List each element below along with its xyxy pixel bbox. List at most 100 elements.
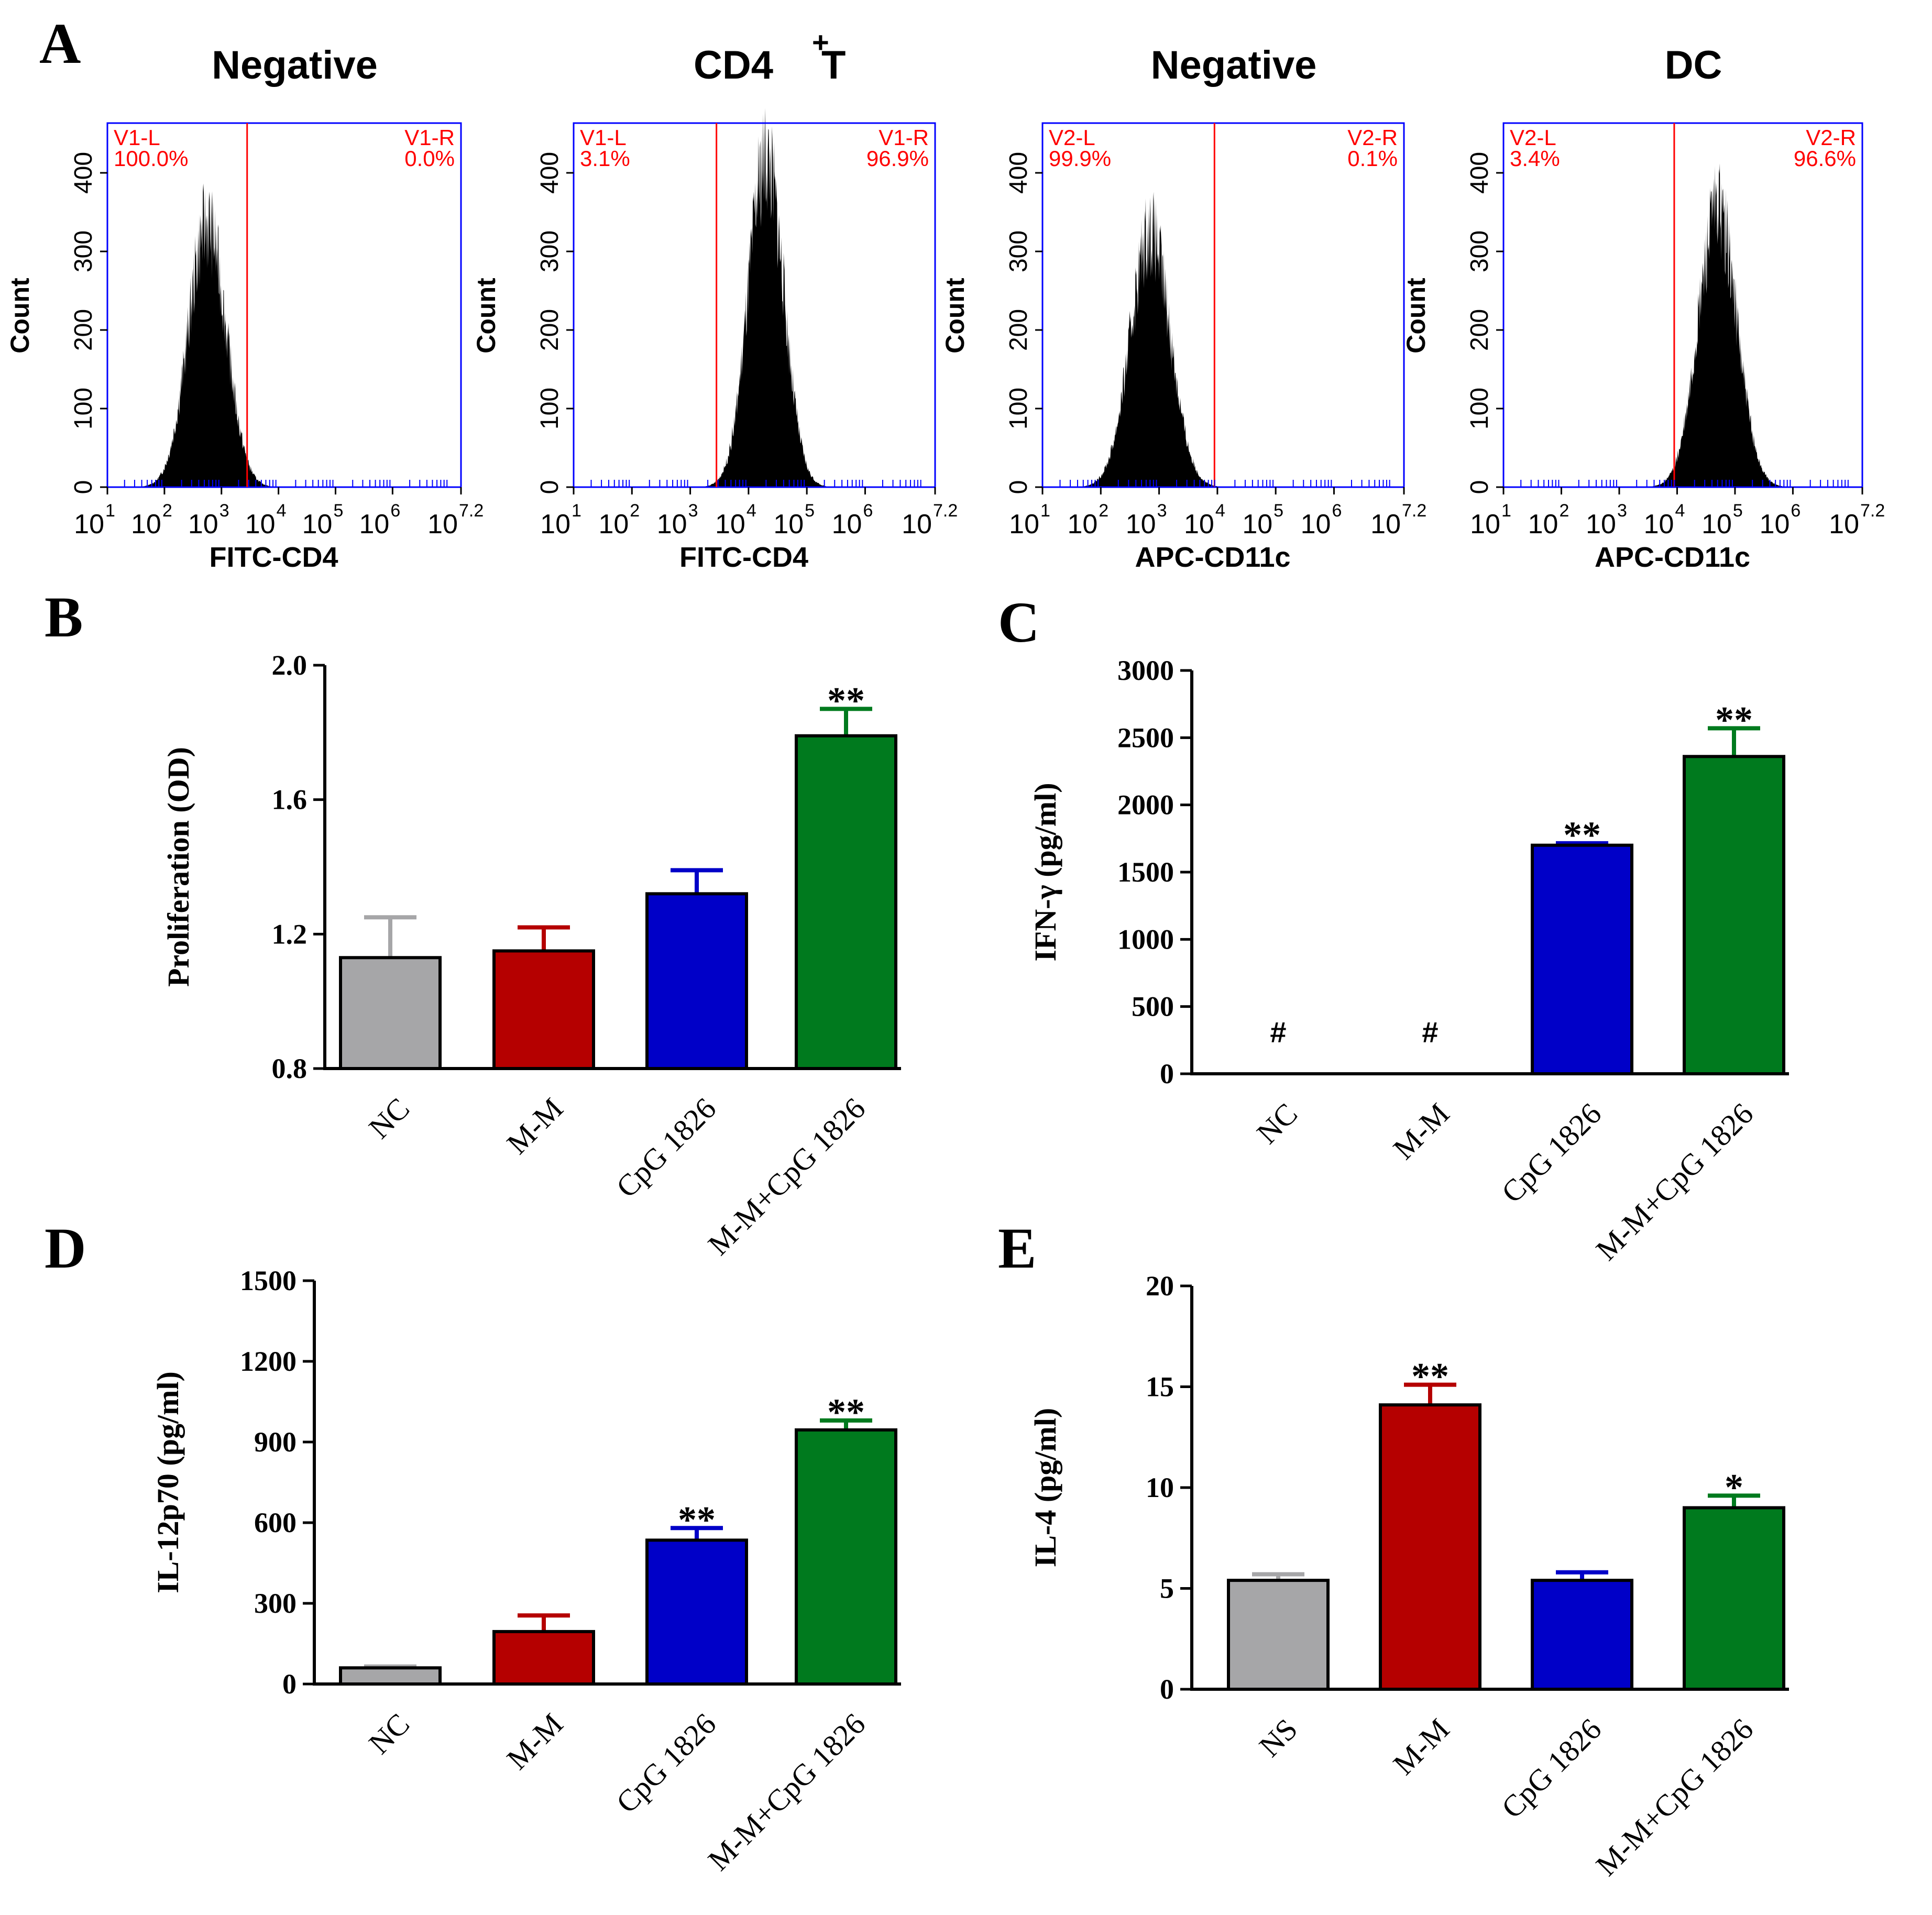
- x-tick-base: 10: [1184, 509, 1214, 540]
- plot-frame: [1041, 122, 1405, 488]
- x-tick-base: 10: [1760, 509, 1790, 540]
- x-tick-exponent: 3: [688, 501, 698, 521]
- bar-m-m: [492, 1630, 595, 1686]
- x-axis-label: APC-CD11c: [1135, 542, 1290, 573]
- histogram-distribution: [110, 183, 460, 487]
- y-axis-label: IL-4 (pg/ml): [1028, 1408, 1062, 1568]
- significance-marker-m-m-cpg-1826: **: [827, 1391, 865, 1433]
- significance-marker-m-m-cpg-1826: **: [827, 679, 865, 721]
- y-tick-label: 600: [254, 1507, 297, 1538]
- significance-marker-m-m: #: [1422, 1016, 1438, 1049]
- bar-m-m-cpg-1826: [795, 1428, 897, 1686]
- x-tick-exponent: 4: [1675, 501, 1685, 521]
- chart-title: DC: [1665, 43, 1722, 87]
- x-tick-base: 10: [131, 509, 161, 540]
- gate-left-name: V1-L: [580, 125, 627, 150]
- chart-title-suffix: T: [821, 43, 846, 87]
- gate-left-percent: 100.0%: [114, 146, 188, 171]
- gate-right-percent: 96.9%: [866, 146, 929, 171]
- chart-title: Negative: [1151, 43, 1317, 87]
- x-tick-exponent: 1: [1501, 501, 1511, 521]
- x-axis-label: APC-CD11c: [1595, 542, 1750, 573]
- y-tick-label: 0: [282, 1668, 297, 1700]
- y-tick-label: 300: [536, 230, 564, 272]
- x-tick-base: 10: [1702, 509, 1732, 540]
- significance-marker-m-m: **: [1411, 1356, 1449, 1397]
- x-tick-base: 10: [1586, 509, 1616, 540]
- gate-right-percent: 0.0%: [404, 146, 455, 171]
- x-tick-exponent: 7.2: [459, 501, 484, 521]
- gate-right-percent: 0.1%: [1347, 146, 1398, 171]
- chart-title: Negative: [212, 43, 378, 87]
- x-tick-exponent: 5: [1274, 501, 1283, 521]
- y-axis-label: IL-12p70 (pg/ml): [151, 1371, 185, 1593]
- y-tick-label: 900: [254, 1426, 297, 1458]
- y-axis-label: Proliferation (OD): [161, 747, 195, 987]
- plot-frame: [106, 122, 462, 488]
- x-tick-base: 10: [359, 509, 390, 540]
- y-tick-label: 100: [1466, 388, 1494, 430]
- gate-left-percent: 3.1%: [580, 146, 630, 171]
- x-tick-exponent: 5: [333, 501, 343, 521]
- gate-left-name: V1-L: [114, 125, 160, 150]
- x-tick-base: 10: [74, 509, 104, 540]
- bar-cpg-1826: [1531, 843, 1633, 1075]
- y-tick-label: 0: [1005, 480, 1033, 494]
- x-tick-exponent: 4: [747, 501, 756, 521]
- bar-m-m-cpg-1826: [1683, 1506, 1785, 1691]
- bar-nc: [339, 1666, 442, 1686]
- panel-label-e: E: [998, 1216, 1036, 1280]
- x-tick-base: 10: [715, 509, 745, 540]
- x-tick-base: 10: [540, 509, 570, 540]
- y-tick-label: 0: [70, 480, 97, 494]
- chart-title-superscript: +: [812, 26, 829, 59]
- x-tick-base: 10: [832, 509, 862, 540]
- y-tick-label: 300: [1466, 230, 1494, 272]
- y-tick-label: 200: [1466, 309, 1494, 351]
- y-tick-label: 100: [1005, 388, 1033, 430]
- panel-label-d: D: [45, 1216, 86, 1280]
- x-tick-exponent: 6: [1791, 501, 1801, 521]
- plot-frame: [573, 122, 936, 488]
- y-tick-label: 1200: [240, 1346, 297, 1377]
- plot-frame: [1502, 122, 1863, 488]
- panel-label-c: C: [998, 590, 1039, 654]
- x-tick-base: 10: [1528, 509, 1558, 540]
- x-tick-base: 10: [427, 509, 458, 540]
- y-tick-label: 200: [70, 309, 97, 351]
- bar-m-m: [1379, 1403, 1481, 1691]
- y-tick-label: 0.8: [272, 1053, 308, 1084]
- x-axis-label: FITC-CD4: [210, 542, 338, 573]
- x-tick-exponent: 5: [805, 501, 815, 521]
- y-axis-label: Count: [940, 278, 970, 354]
- y-axis-label: Count: [471, 278, 501, 354]
- y-tick-label: 100: [536, 388, 564, 430]
- histogram-distribution: [1045, 192, 1403, 487]
- x-tick-base: 10: [1370, 509, 1401, 540]
- bar-nc: [339, 956, 442, 1070]
- x-tick-exponent: 6: [390, 501, 400, 521]
- y-axis-label: Count: [5, 278, 35, 354]
- x-tick-base: 10: [657, 509, 687, 540]
- x-tick-base: 10: [188, 509, 218, 540]
- x-axis-label: FITC-CD4: [679, 542, 808, 573]
- y-tick-label: 1500: [1117, 856, 1174, 888]
- x-tick-exponent: 4: [277, 501, 287, 521]
- y-tick-label: 2.0: [272, 650, 308, 681]
- y-tick-label: 300: [1005, 230, 1033, 272]
- significance-marker-m-m-cpg-1826: *: [1725, 1466, 1743, 1508]
- y-tick-label: 1.2: [272, 918, 308, 950]
- y-tick-label: 15: [1146, 1371, 1174, 1403]
- y-tick-label: 3000: [1117, 655, 1174, 686]
- bar-cpg-1826: [645, 1538, 748, 1686]
- y-tick-label: 1.6: [272, 784, 308, 816]
- y-tick-label: 0: [1160, 1674, 1174, 1705]
- histogram-distribution: [576, 108, 934, 488]
- x-tick-base: 10: [245, 509, 276, 540]
- gate-right-name: V2-R: [1806, 125, 1856, 150]
